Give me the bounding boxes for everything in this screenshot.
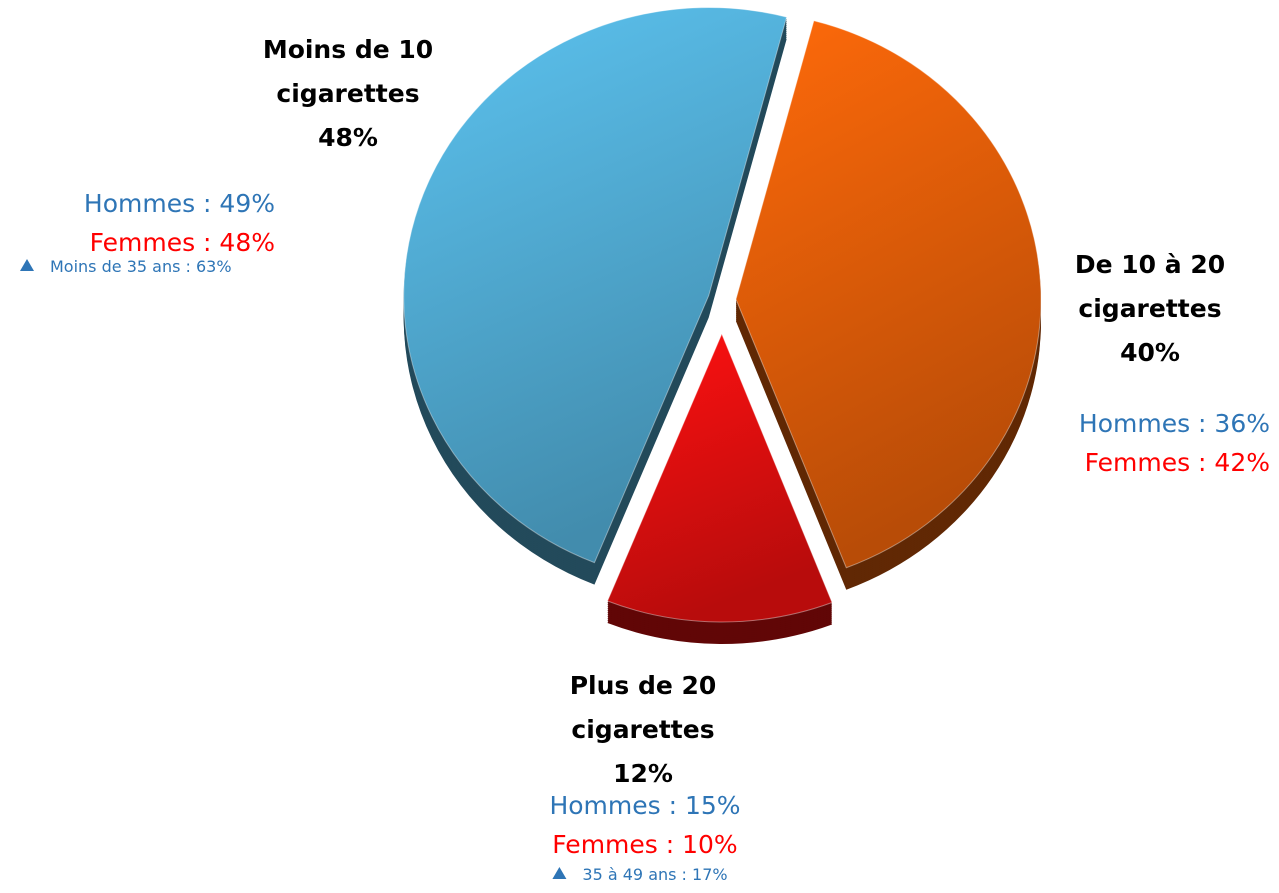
annotation-femmes: Femmes : 42%: [1084, 448, 1270, 477]
slice: [403, 7, 788, 564]
note-text: Moins de 35 ans : 63%: [50, 257, 232, 276]
annotation-femmes: Femmes : 48%: [89, 228, 275, 257]
annotation: Hommes : 15% Femmes : 10%: [549, 786, 740, 864]
slice-label: Plus de 20 cigarettes 12%: [528, 664, 758, 796]
annotation: Hommes : 49% Femmes : 48%: [84, 184, 275, 262]
triangle-icon: [20, 259, 34, 271]
value-label: 12%: [613, 759, 673, 788]
value-label: 48%: [318, 123, 378, 152]
value-label: 40%: [1120, 338, 1180, 367]
note-text: 35 à 49 ans : 17%: [582, 865, 728, 884]
annotation-note: Moins de 35 ans : 63%: [20, 257, 232, 276]
annotation-note: 35 à 49 ans : 17%: [552, 865, 728, 884]
category-label: De 10 à 20 cigarettes: [1074, 250, 1226, 323]
category-label: Plus de 20 cigarettes: [569, 671, 717, 744]
slice: [735, 20, 1042, 569]
slice-label: De 10 à 20 cigarettes 40%: [1035, 243, 1265, 375]
annotation-hommes: Hommes : 36%: [1078, 409, 1270, 438]
annotation: Hommes : 36% Femmes : 42%: [1079, 404, 1270, 482]
slice-label: Moins de 10 cigarettes 48%: [233, 28, 463, 160]
category-label: Moins de 10 cigarettes: [262, 35, 434, 108]
annotation-femmes: Femmes : 10%: [552, 830, 738, 859]
annotation-hommes: Hommes : 15%: [549, 791, 741, 820]
triangle-icon: [552, 867, 567, 879]
annotation-hommes: Hommes : 49%: [83, 189, 275, 218]
slice: [606, 332, 833, 623]
